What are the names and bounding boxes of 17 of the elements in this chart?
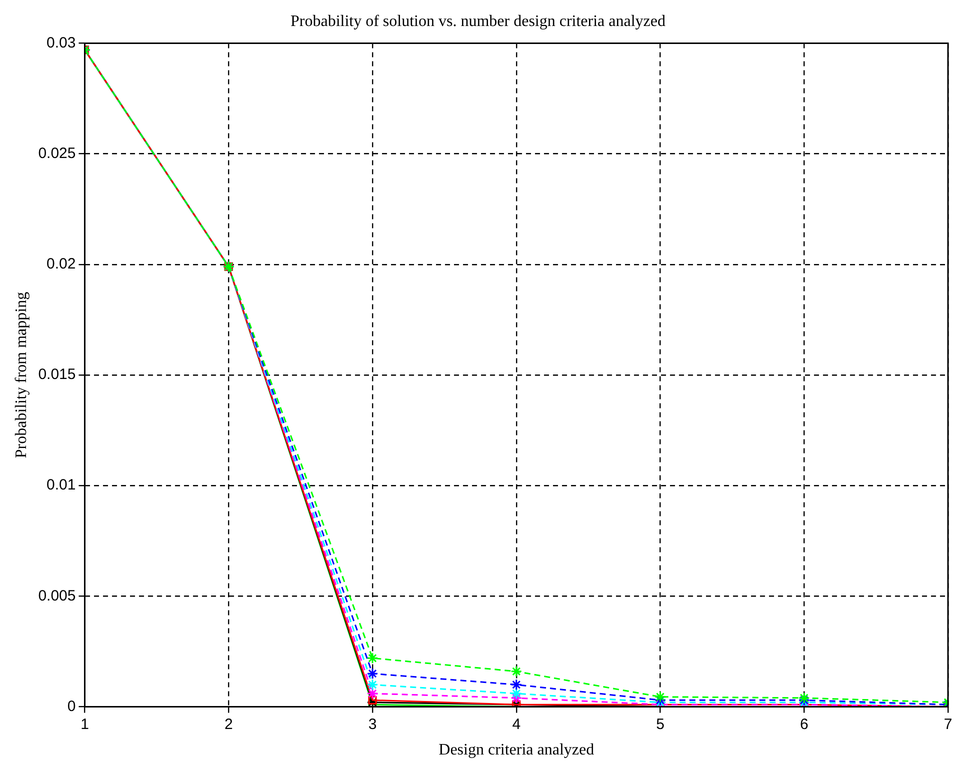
x-tick-label: 1 — [80, 716, 89, 733]
x-tick-label: 2 — [224, 716, 233, 733]
x-tick-label: 3 — [368, 716, 377, 733]
x-tick-label: 4 — [512, 716, 521, 733]
y-tick-label: 0.005 — [38, 587, 76, 604]
x-tick-label: 6 — [800, 716, 808, 733]
y-tick-label: 0.015 — [38, 366, 76, 384]
y-tick-label: 0.03 — [46, 34, 76, 52]
y-tick-label: 0 — [67, 698, 76, 715]
y-tick-label: 0.01 — [46, 476, 76, 494]
x-tick-label: 7 — [944, 716, 952, 733]
y-tick-label: 0.02 — [46, 256, 76, 273]
x-tick-label: 5 — [656, 716, 664, 733]
x-axis-title: Design criteria analyzed — [438, 742, 594, 759]
y-tick-label: 0.025 — [38, 144, 76, 162]
chart-title: Probability of solution vs. number design criteria analyzed — [290, 12, 666, 30]
y-axis-title: Probability from mapping — [12, 292, 30, 458]
